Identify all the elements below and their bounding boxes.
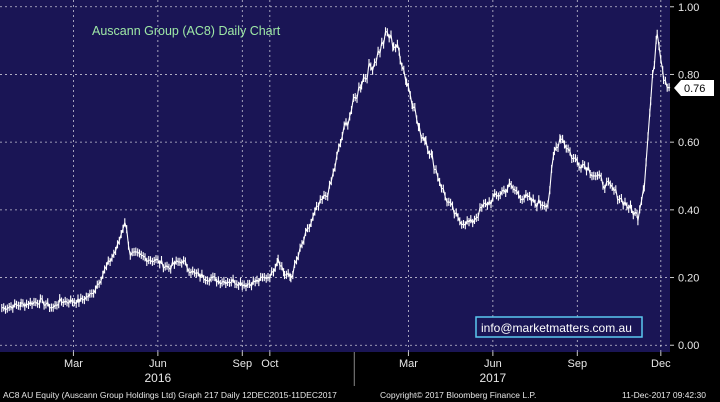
last-value-marker: 0.76 (674, 80, 714, 96)
footer-timestamp: 11-Dec-2017 09:42:30 (622, 390, 706, 400)
x-axis: Mar Jun Sep Oct Mar Jun Sep Dec 2016 2017 (64, 352, 671, 386)
grid (0, 0, 670, 352)
x-tick-label: Jun (484, 358, 502, 370)
y-tick-label: 1.00 (678, 2, 699, 14)
x-tick-label: Sep (233, 358, 253, 370)
chart-title: Auscann Group (AC8) Daily Chart (92, 24, 281, 38)
footer-security-info: AC8 AU Equity (Auscann Group Holdings Lt… (3, 390, 337, 400)
series-layer (1, 27, 671, 314)
x-tick-label: Jun (149, 358, 167, 370)
y-tick-label: 0.20 (678, 273, 699, 285)
watermark: info@marketmatters.com.au (475, 316, 643, 338)
x-year-label: 2016 (145, 371, 172, 385)
x-tick-label: Dec (651, 358, 671, 370)
plot-area (0, 0, 670, 352)
watermark-text: info@marketmatters.com.au (481, 321, 632, 335)
x-tick-label: Mar (64, 358, 83, 370)
y-tick-label: 0.00 (678, 340, 699, 352)
last-value-box (674, 80, 714, 96)
last-value-label: 0.76 (684, 83, 705, 95)
x-year-label: 2017 (480, 371, 507, 385)
watermark-box (475, 316, 643, 338)
y-tick-label: 0.40 (678, 205, 699, 217)
x-tick-label: Sep (568, 358, 588, 370)
y-tick-label: 0.60 (678, 137, 699, 149)
y-axis: 1.00 0.80 0.60 0.40 0.20 0.00 (670, 2, 699, 352)
footer-copyright: Copyright© 2017 Bloomberg Finance L.P. (380, 390, 537, 400)
footer-bar: AC8 AU Equity (Auscann Group Holdings Lt… (0, 388, 720, 402)
x-tick-label: Mar (399, 358, 418, 370)
y-tick-label: 0.80 (678, 69, 699, 81)
x-tick-label: Oct (261, 358, 278, 370)
series-line (1, 27, 671, 314)
